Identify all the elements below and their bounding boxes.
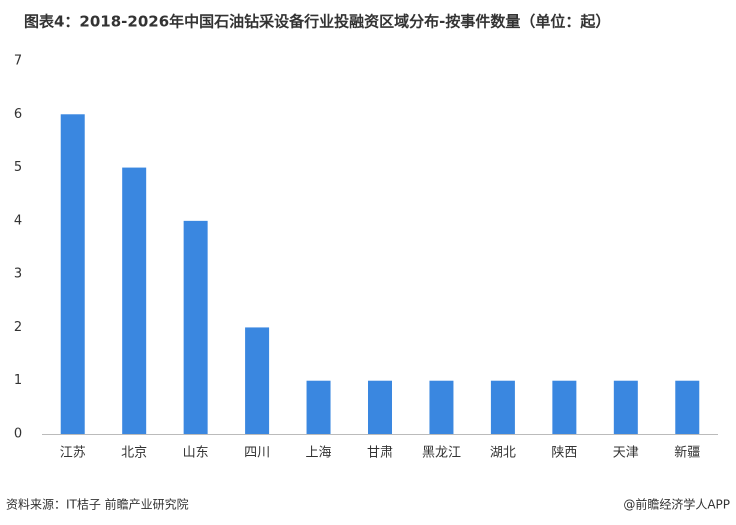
bar (429, 380, 454, 434)
chart-title: 图表4：2018-2026年中国石油钻采设备行业投融资区域分布-按事件数量（单位… (24, 13, 610, 31)
bar (245, 327, 270, 434)
bar (552, 380, 577, 434)
x-tick-label: 北京 (121, 446, 147, 461)
x-tick-label: 新疆 (674, 445, 700, 461)
y-tick-label: 1 (14, 373, 22, 388)
x-tick-label: 江苏 (60, 445, 86, 461)
bar (368, 380, 392, 434)
bar (122, 167, 147, 435)
y-tick-label: 3 (14, 267, 22, 282)
y-tick-label: 7 (14, 54, 22, 69)
bar (613, 380, 638, 434)
credit: @前瞻经济学人APP (623, 497, 730, 512)
x-tick-label: 山东 (183, 446, 209, 461)
x-tick-label: 天津 (613, 446, 639, 461)
x-tick-label: 四川 (244, 446, 270, 461)
y-tick-label: 4 (14, 213, 22, 228)
x-tick-label: 陕西 (551, 446, 577, 461)
bar (675, 380, 700, 434)
y-tick-label: 5 (14, 160, 22, 175)
bar (306, 380, 331, 434)
y-tick-label: 0 (14, 427, 22, 442)
bar (60, 114, 85, 435)
x-tick-label: 上海 (306, 446, 332, 461)
bar (490, 380, 515, 434)
source: 资料来源：IT桔子 前瞻产业研究院 (6, 497, 189, 512)
x-tick-label: 湖北 (490, 446, 516, 461)
x-tick-label: 黑龙江 (422, 446, 461, 461)
y-tick-label: 2 (14, 320, 22, 335)
x-tick-label: 甘肃 (367, 446, 393, 461)
y-tick-label: 6 (14, 107, 22, 122)
bar (183, 220, 208, 434)
